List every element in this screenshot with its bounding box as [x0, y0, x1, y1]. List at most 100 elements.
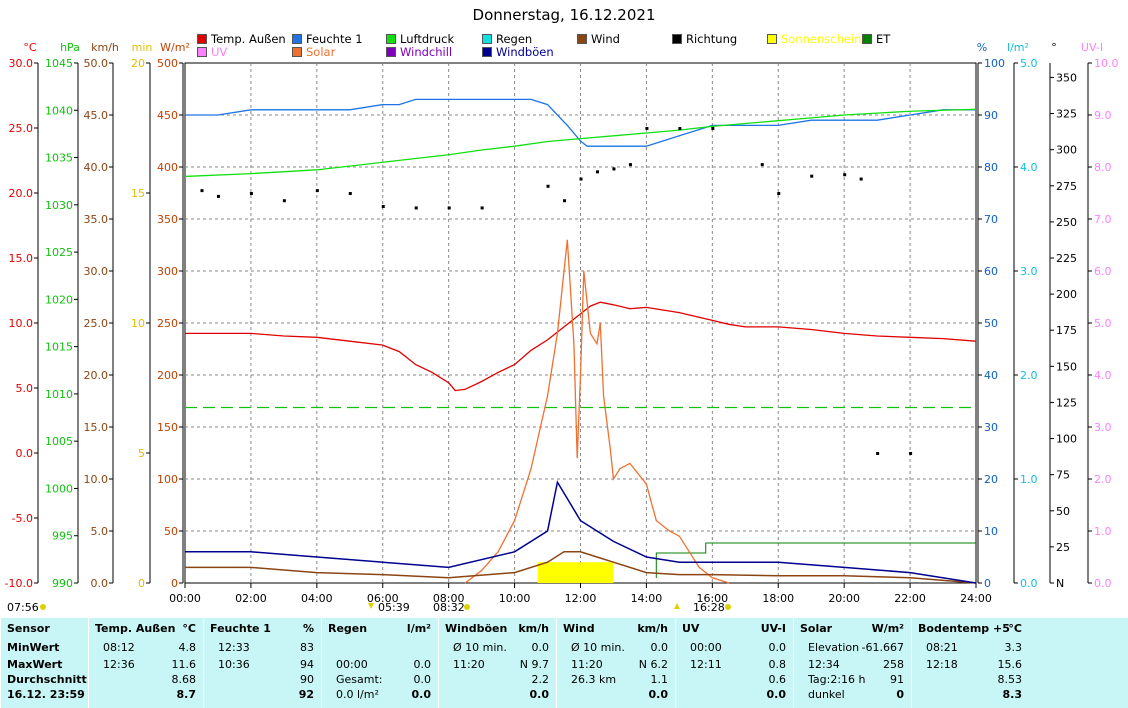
y-tick-label: 0: [171, 577, 178, 590]
y-tick-label: 1040: [45, 104, 73, 117]
series-line-windb-en: [185, 480, 977, 584]
table-cell: 1.1: [650, 673, 669, 686]
y-axis-unit: W/m²: [160, 41, 190, 54]
table-cell: Temp. Außen: [95, 622, 176, 635]
legend-swatch: [862, 34, 872, 44]
table-cell: 0.0: [529, 688, 550, 701]
y-tick-label: 100: [1056, 433, 1077, 446]
y-tick-label: 0: [984, 577, 991, 590]
legend-label: UV: [211, 45, 228, 59]
y-tick-label: 0.0: [1094, 577, 1112, 590]
legend-item: ET: [862, 33, 890, 46]
direction-point: [645, 127, 649, 130]
y-tick-label: 80: [984, 161, 998, 174]
table-cell: 0.6: [768, 673, 787, 686]
y-tick-label: 1.0: [1094, 525, 1112, 538]
sunshine-bar: [537, 562, 614, 583]
legend-label: Solar: [306, 45, 336, 59]
y-tick-label: 200: [157, 369, 178, 382]
chart-title: Donnerstag, 16.12.2021: [472, 6, 656, 24]
direction-point: [612, 167, 616, 171]
x-tick-label: 22:00: [894, 592, 926, 605]
table-cell: 2.2: [531, 673, 550, 686]
table-cell: N 6.2: [638, 658, 668, 671]
sun-visible-label: 08:32: [433, 601, 465, 614]
y-tick-label: 500: [157, 57, 178, 70]
table-cell: 0.0: [650, 641, 669, 654]
table-cell: Bodentemp +5: [918, 622, 1010, 635]
series-line-luftdruck: [184, 108, 977, 178]
y-tick-label: 5.0: [1094, 317, 1112, 330]
table-cell: 08:12: [103, 641, 135, 654]
y-tick-label: -5.0: [12, 512, 33, 525]
y-tick-label: 50: [164, 525, 178, 538]
legend-swatch: [386, 47, 396, 57]
table-cell: 91: [890, 673, 904, 686]
y-tick-label: 1010: [45, 388, 73, 401]
sunset-label: 16:28: [693, 601, 725, 614]
legend-swatch: [292, 34, 302, 44]
legend-swatch: [767, 34, 777, 44]
y-tick-label: 1015: [45, 341, 73, 354]
table-cell: dunkel: [808, 688, 845, 701]
legend-swatch: [482, 47, 492, 57]
table-cell: 0.0: [413, 658, 432, 671]
y-tick-label: 20.0: [84, 369, 109, 382]
x-tick-label: 24:00: [960, 592, 992, 605]
table-cell: Feuchte 1: [210, 622, 271, 635]
x-tick-label: 00:00: [169, 592, 201, 605]
y-tick-label: 150: [1056, 360, 1077, 373]
legend-label: Windchill: [400, 45, 453, 59]
y-tick-label: 250: [1056, 216, 1077, 229]
legend-item: UV: [197, 46, 227, 59]
y-tick-label: 75: [1056, 469, 1070, 482]
table-section-feuchte: Feuchte 1% 12:33 83 10:36 94 90 92: [203, 618, 322, 708]
table-cell: l/m²: [406, 622, 431, 635]
y-axis-unit: %: [977, 41, 987, 54]
y-tick-label: 1.0: [1020, 473, 1038, 486]
y-tick-label: 1025: [45, 246, 73, 259]
x-tick-label: 06:00: [367, 592, 399, 605]
table-cell: 0.0: [766, 688, 787, 701]
y-tick-label: 125: [1056, 396, 1077, 409]
series-line-wind: [185, 551, 977, 584]
sun-icon: [464, 604, 470, 610]
legend-label: Luftdruck: [400, 32, 455, 46]
y-tick-label: 150: [157, 421, 178, 434]
y-tick-label: 10.0: [84, 473, 109, 486]
table-cell: Ø 10 min.: [571, 641, 625, 654]
x-tick-label: 12:00: [565, 592, 597, 605]
direction-point: [414, 206, 418, 210]
direction-point: [480, 206, 484, 210]
table-cell: 10:36: [218, 658, 250, 671]
table-cell: °C: [182, 622, 196, 635]
y-tick-label: 325: [1056, 108, 1077, 121]
sun-icon: [40, 604, 46, 610]
y-tick-label: 20: [131, 57, 145, 70]
table-cell: 0.0: [768, 641, 787, 654]
y-tick-label: 1045: [45, 57, 73, 70]
y-tick-label: 30.0: [84, 265, 109, 278]
table-cell: 83: [300, 641, 314, 654]
legend-item: Feuchte 1: [292, 33, 363, 46]
y-tick-label: 50.0: [84, 57, 109, 70]
table-cell: Windböen: [445, 622, 508, 635]
table-cell: 92: [298, 688, 314, 701]
x-tick-label: 08:00: [433, 592, 465, 605]
direction-point: [628, 163, 632, 167]
legend-item: Luftdruck: [386, 33, 454, 46]
table-cell: Elevation: [808, 641, 860, 654]
legend-label: Sonnenschein: [781, 32, 862, 46]
direction-point: [348, 192, 352, 195]
series-line-solar: [464, 239, 730, 584]
table-cell: -61.667: [861, 641, 904, 654]
legend-item: Temp. Außen: [197, 33, 286, 46]
table-cell: Sensor: [7, 622, 50, 635]
y-tick-label: 25.0: [9, 122, 34, 135]
et-line: [655, 542, 976, 578]
y-tick-label: 200: [1056, 288, 1077, 301]
y-tick-label: 1030: [45, 199, 73, 212]
direction-point: [777, 192, 781, 195]
table-cell: 258: [883, 658, 904, 671]
y-axis-unit: hPa: [60, 41, 80, 54]
